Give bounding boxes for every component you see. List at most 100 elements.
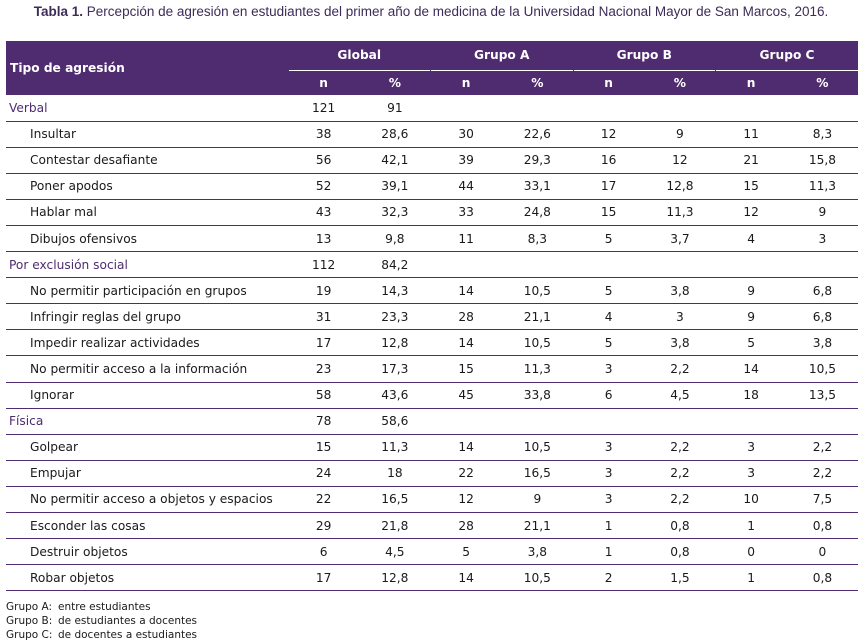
cell-n: 28 [430,303,502,331]
cell-n: 21 [715,147,787,174]
caption-text: Percepción de agresión en estudiantes de… [83,4,829,19]
table-row: Robar objetos 17 12,8 14 10,5 2 1,5 1 0,8 [6,564,859,592]
category-label: Por exclusión social [6,251,288,279]
cell-pct: 23,3 [359,303,431,331]
note-key: Grupo A: [6,601,53,613]
cell-n: 3 [573,486,645,514]
cell-pct: 10,5 [501,329,573,357]
cell-pct: 10,5 [786,355,859,383]
cell-pct: 8,3 [501,225,573,253]
row-label: No permitir acceso a la información [6,355,288,383]
note-value: de docentes a estudiantes [58,629,198,641]
cell-n: 18 [715,382,787,409]
cell-pct: 8,3 [786,121,859,148]
cell-n: 0 [715,538,787,566]
header-group-c: Grupo C [715,41,859,70]
cell-n: 14 [430,329,502,357]
cell-pct: 9 [501,486,573,514]
cell-pct: 2,2 [786,434,859,461]
cell-n: 78 [288,408,360,435]
cell-pct: 2,2 [644,434,716,461]
cell-n: 17 [288,564,360,592]
cell-n: 38 [288,121,360,148]
cell-pct: 3 [786,225,859,253]
cell-n [715,251,787,279]
cell-pct: 84,2 [359,251,431,279]
cell-pct: 4,5 [359,538,431,566]
cell-n [715,95,787,122]
cell-n [573,95,645,122]
cell-pct: 12,8 [644,173,716,200]
cell-pct: 3,8 [644,277,716,305]
cell-pct: 0,8 [644,512,716,540]
cell-n: 23 [288,355,360,383]
row-label: Esconder las cosas [6,512,288,540]
cell-pct: 91 [359,95,431,122]
cell-pct: 9,8 [359,225,431,253]
table-row: Ignorar 58 43,6 45 33,8 6 4,5 18 13,5 [6,382,859,409]
note-key: Grupo C: [6,629,53,641]
cell-pct: 3,7 [644,225,716,253]
cell-n: 112 [288,251,360,279]
cell-pct: 11,3 [359,434,431,461]
cell-pct: 3,8 [786,329,859,357]
cell-n: 31 [288,303,360,331]
cell-pct: 11,3 [786,173,859,200]
header-group-global: Global [287,41,431,70]
cell-pct: 21,8 [359,512,431,540]
cell-pct: 12,8 [359,329,431,357]
row-label: Destruir objetos [6,538,288,566]
row-label: Hablar mal [6,199,288,226]
cell-pct: 12,8 [359,564,431,592]
cell-pct [644,251,716,279]
cell-n: 3 [573,460,645,487]
cell-n: 11 [715,121,787,148]
cell-pct: 43,6 [359,382,431,409]
header-group-a: Grupo A [430,41,573,70]
cell-n: 19 [288,277,360,305]
cell-n: 5 [573,225,645,253]
cell-pct: 14,3 [359,277,431,305]
row-label: Robar objetos [6,564,288,592]
cell-pct: 10,5 [501,564,573,592]
cell-pct: 6,8 [786,303,859,331]
table-row: Contestar desafiante 56 42,1 39 29,3 16 12 21 15… [6,147,859,174]
cell-pct: 2,2 [644,460,716,487]
category-row: Verbal 121 91 [6,95,859,122]
table-row: No permitir acceso a objetos y espacios 2… [6,486,859,514]
cell-pct [644,408,716,435]
cell-n: 5 [573,277,645,305]
table-row: Esconder las cosas 29 21,8 28 21,1 1 0,8 1 0,8 [6,512,859,540]
subheader-pct: % [644,69,716,95]
cell-n: 9 [715,303,787,331]
cell-pct: 33,8 [501,382,573,409]
cell-n: 12 [430,486,502,514]
table-row: Infringir reglas del grupo 31 23,3 28 21,1 4 3… [6,303,859,331]
cell-pct: 10,5 [501,434,573,461]
subheader-n: n [573,69,645,95]
subheader-pct: % [786,69,859,95]
cell-pct: 0,8 [786,564,859,592]
cell-n: 6 [288,538,360,566]
cell-n: 28 [430,512,502,540]
cell-pct: 2,2 [644,355,716,383]
cell-n: 17 [573,173,645,200]
header-tipo: Tipo de agresión [6,41,288,95]
cell-n [715,408,787,435]
cell-pct [644,95,716,122]
cell-pct [786,408,859,435]
cell-pct: 21,1 [501,303,573,331]
cell-n: 58 [288,382,360,409]
cell-n: 10 [715,486,787,514]
table-row: Hablar mal 43 32,3 33 24,8 15 11,3 12 9 [6,199,859,226]
table-body: Verbal 121 91 Insultar 38 28,6 30 22,6 12 9 11 8,3 C… [6,95,859,592]
cell-pct: 13,5 [786,382,859,409]
cell-pct: 3,8 [644,329,716,357]
cell-pct [786,251,859,279]
row-label: Impedir realizar actividades [6,329,288,357]
cell-n: 9 [715,277,787,305]
row-label: Poner apodos [6,173,288,200]
cell-n: 15 [573,199,645,226]
category-row: Por exclusión social 112 84,2 [6,251,859,279]
cell-n: 4 [715,225,787,253]
